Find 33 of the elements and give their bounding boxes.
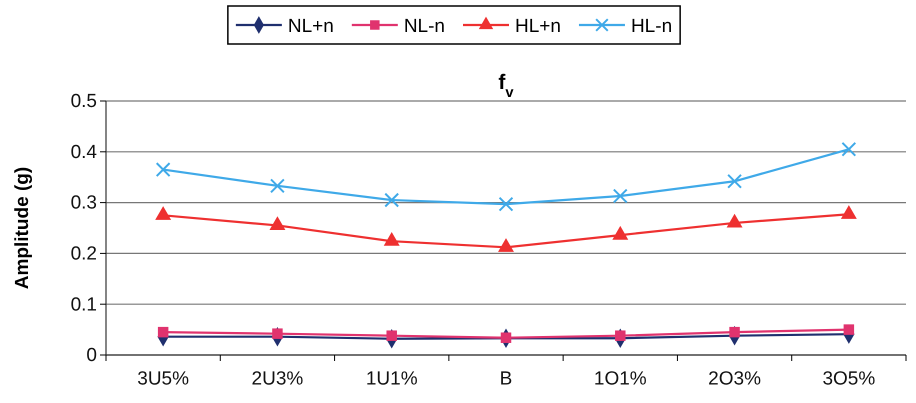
y-tick-label: 0 <box>86 345 97 366</box>
x-tick-label: 3U5% <box>137 368 190 390</box>
x-tick-label: 2U3% <box>252 368 304 390</box>
y-tick-label: 0.2 <box>70 243 97 264</box>
point <box>500 332 512 343</box>
y-tick-label: 0.4 <box>70 142 98 163</box>
point <box>386 330 397 341</box>
point <box>615 330 626 341</box>
point <box>841 142 856 157</box>
x-tick-label: 1U1% <box>366 368 418 390</box>
legend-label: HL+n <box>515 16 561 37</box>
point <box>384 192 400 208</box>
y-axis-title: Amplitude (g) <box>12 166 33 290</box>
y-tick-label: 0.3 <box>70 192 97 214</box>
y-tick-label: 0.1 <box>70 294 97 316</box>
x-tick-label: 3O5% <box>822 368 876 390</box>
point <box>729 326 740 338</box>
legend-label: NL-n <box>404 16 445 37</box>
point <box>844 324 854 335</box>
x-tick-label: 1O1% <box>594 368 647 390</box>
chart-title: f$_{v}$ <box>498 71 514 101</box>
point <box>498 196 514 212</box>
point <box>158 326 168 338</box>
x-tick-label: B <box>500 368 512 390</box>
y-tick-label: 0.5 <box>70 91 97 112</box>
legend-label: NL+n <box>288 16 334 37</box>
point <box>156 162 171 178</box>
x-tick-label: 2O3% <box>708 368 762 390</box>
point <box>727 174 742 189</box>
point <box>270 178 285 194</box>
legend-label: HL-n <box>630 16 672 37</box>
point <box>272 328 283 339</box>
point <box>612 188 628 204</box>
